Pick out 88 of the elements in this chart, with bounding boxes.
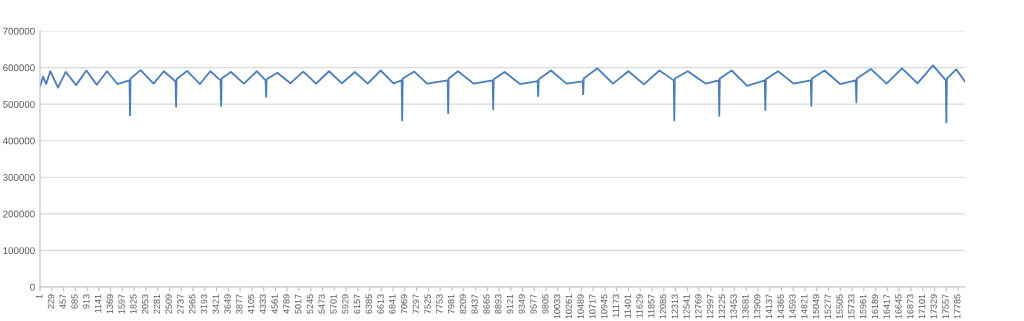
x-tick-label: 13225: [718, 294, 726, 319]
x-tick-label: 15049: [812, 294, 820, 319]
x-tick-label: 16189: [871, 294, 879, 319]
y-tick-label: 400000: [2, 137, 35, 145]
x-tick-label: 10261: [565, 294, 573, 319]
x-tick-label: 8437: [471, 294, 478, 314]
x-tick-label: 7981: [447, 294, 455, 314]
x-tick-label: 11173: [612, 294, 620, 318]
x-tick-label: 5473: [318, 294, 325, 314]
x-tick-label: 9577: [530, 294, 537, 314]
x-tick-label: 7297: [412, 294, 420, 314]
y-tick-label: 100000: [3, 247, 35, 255]
x-tick-label: 913: [83, 294, 90, 309]
y-tick-label: 600000: [3, 64, 35, 72]
x-tick-label: 7525: [424, 294, 431, 314]
x-tick-label: 2281: [153, 294, 161, 314]
x-tick-label: 3193: [200, 294, 208, 314]
x-tick-label: 2053: [141, 294, 149, 314]
x-tick-label: 12085: [659, 294, 667, 319]
x-tick-label: 3877: [236, 294, 243, 314]
x-tick-label: 3421: [212, 294, 219, 314]
x-tick-label: 13453: [730, 294, 737, 319]
x-tick-label: 15505: [836, 294, 843, 319]
x-tick-label: 14821: [801, 294, 808, 319]
x-tick-label: 6613: [377, 294, 384, 314]
x-tick-label: 14593: [789, 294, 796, 319]
x-tick-label: 9805: [542, 294, 549, 314]
x-tick-label: 229: [47, 294, 55, 309]
x-tick-label: 9121: [506, 294, 514, 314]
line-series: [40, 64, 965, 124]
x-tick-label: 16645: [895, 294, 902, 319]
x-tick-label: 12541: [683, 294, 690, 319]
x-tick-label: 11401: [624, 294, 631, 318]
x-tick-label: 2737: [177, 294, 184, 314]
x-tick-label: 1141: [94, 294, 102, 313]
y-tick-label: 0: [30, 283, 35, 291]
x-tick-label: 15733: [848, 294, 855, 319]
x-tick-label: 9349: [518, 294, 525, 314]
x-tick-label: 685: [71, 294, 78, 309]
x-tick-label: 4561: [271, 294, 278, 314]
x-tick-label: 6157: [353, 294, 361, 314]
y-tick-label: 500000: [3, 100, 35, 108]
x-tick-label: 1: [36, 294, 43, 299]
x-tick-label: 16873: [906, 294, 914, 319]
x-tick-label: 7069: [400, 294, 408, 314]
x-tick-label: 16417: [883, 294, 890, 319]
x-tick-label: 2965: [189, 294, 196, 314]
x-tick-label: 5245: [306, 294, 314, 314]
x-tick-label: 6385: [365, 294, 372, 314]
x-tick-label: 14365: [777, 294, 784, 319]
x-tick-label: 15961: [859, 294, 867, 319]
x-tick-label: 14137: [765, 294, 773, 319]
x-tick-label: 1825: [130, 294, 137, 314]
y-tick-label: 200000: [3, 210, 35, 218]
x-tick-label: 8893: [495, 294, 502, 314]
x-tick-label: 13909: [753, 294, 761, 319]
x-tick-label: 6841: [389, 294, 396, 314]
x-tick-label: 7753: [436, 294, 443, 314]
x-tick-label: 1369: [106, 294, 114, 314]
x-tick-label: 8209: [459, 294, 467, 314]
x-tick-label: 5017: [294, 294, 302, 314]
x-tick-label: 13681: [742, 294, 749, 319]
x-tick-label: 17785: [954, 294, 961, 319]
x-tick-label: 4789: [283, 294, 290, 314]
x-tick-label: 12313: [671, 294, 678, 319]
x-tick-label: 17557: [942, 294, 949, 319]
x-tick-label: 17101: [918, 294, 926, 319]
x-tick-label: 5701: [330, 294, 337, 314]
x-tick-label: 17329: [930, 294, 937, 319]
x-tick-label: 3649: [224, 294, 231, 314]
x-tick-label: 11857: [648, 294, 655, 318]
x-tick-label: 10489: [577, 294, 584, 319]
y-tick-label: 700000: [3, 27, 35, 35]
x-tick-label: 5929: [342, 294, 349, 314]
x-tick-label: 457: [59, 294, 66, 309]
x-tick-label: 11629: [636, 294, 643, 318]
x-tick-label: 8665: [483, 294, 490, 314]
x-tick-label: 10033: [553, 294, 561, 319]
x-tick-label: 1597: [118, 294, 125, 314]
x-tick-label: 2509: [165, 294, 172, 314]
x-tick-label: 12997: [706, 294, 714, 319]
x-tick-label: 4105: [247, 294, 255, 314]
x-tick-label: 15277: [824, 294, 831, 319]
x-tick-label: 4333: [259, 294, 267, 314]
x-tick-label: 12769: [695, 294, 702, 319]
y-tick-label: 300000: [3, 174, 35, 181]
x-tick-label: 10945: [600, 294, 608, 319]
x-tick-label: 10717: [589, 294, 596, 319]
